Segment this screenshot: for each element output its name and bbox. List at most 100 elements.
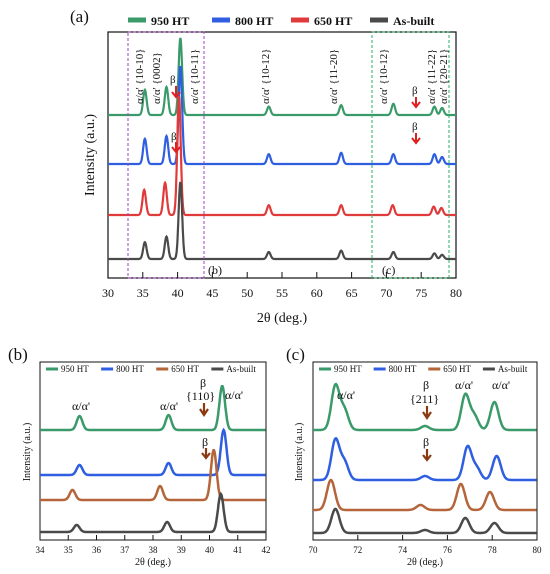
annot-c-2: α/α' [455,378,473,392]
annot-a-beta-3: β [171,131,177,143]
annotations-c: α/α' β {211} α/α' α/α' β [337,378,510,462]
x-tick-label-a: 75 [415,286,427,300]
x-axis-title-b: 2θ (deg.) [135,557,171,568]
x-tick-label: 74 [398,545,408,555]
x-tick-label: 36 [92,545,102,555]
series-c-0 [313,382,537,432]
y-axis-title-c: Intensity (a.u.) [294,423,305,482]
annot-b-110: {110} [186,389,215,403]
annot-c-beta-2: β [423,435,429,449]
series-c-1 [313,436,537,482]
x-tick-label: 37 [120,545,130,555]
annot-b-3: α/α' [225,388,243,402]
inset-box-b [127,31,205,279]
x-tick-label: 76 [443,545,453,555]
x-tick-label: 72 [353,545,362,555]
x-tick-label: 70 [309,545,319,555]
x-tick-label-a: 65 [346,286,358,300]
x-tick-label: 34 [36,545,46,555]
annot-a-0002: α/α' {0002} [151,52,163,104]
annot-a-1011: α/α' {10-11} [189,49,201,104]
panel-label-a: (a) [70,7,89,26]
x-tick-label: 39 [177,545,187,555]
annot-c-211: {211} [410,392,439,406]
annot-a-beta-2: β [412,85,418,97]
legend-label-a: 950 HT [151,14,189,28]
x-tick-label-a: 60 [311,286,323,300]
annot-a-1012b: α/α' {10-12} [378,48,390,104]
series-a-as-built [108,181,456,261]
legend-label: 650 HT [443,364,471,374]
arrow-a-4 [411,133,421,145]
annot-c-3: α/α' [492,378,510,392]
annot-b-beta-2: β [202,435,208,449]
inset-box-c [371,31,450,279]
annot-b-beta-1: β [200,376,206,390]
series-c-3 [313,507,537,535]
x-tick-label: 40 [205,545,215,555]
annotations-a: α/α' {10-10} α/α' {0002} β α/α' {10-11} … [134,48,450,154]
annot-a-2021: α/α' {20-21} [438,48,450,104]
arrow-a-3 [171,142,181,154]
arrow-b-2 [201,448,211,460]
x-tick-label: 78 [488,545,498,555]
x-tick-label: 41 [233,545,242,555]
series-b-1 [40,427,266,477]
legend-label: 950 HT [334,364,362,374]
annot-b-1: α/α' [72,399,90,413]
annot-b-2: α/α' [160,399,178,413]
annot-a-1010: α/α' {10-10} [134,48,146,104]
legend-label-a: 800 HT [235,14,273,28]
x-tick-label: 42 [262,545,271,555]
legend-label-a: As-built [393,14,434,28]
series-a-950-ht [108,37,456,117]
annotations-b: α/α' α/α' β {110} α/α' β [72,376,243,460]
arrow-b-1 [199,403,209,417]
inset-label-b: (b) [208,263,222,277]
series-b-0 [40,384,266,432]
series-a-650-ht [108,95,456,217]
x-tick-label-a: 40 [172,286,184,300]
legend-label: As-built [498,364,528,374]
x-tick-label: 35 [64,545,74,555]
series-group-c [313,382,537,535]
panel-label-b: (b) [8,345,28,364]
legend-label-a: 650 HT [314,14,352,28]
legend-a: 950 HT 800 HT 650 HT As-built [128,14,434,28]
legend-b: 950 HT 800 HT 650 HT As-built [46,364,256,374]
y-axis-title-a: Intensity (a.u.) [83,114,98,196]
annot-a-beta-1: β [170,74,176,86]
inset-label-c: (c) [382,263,395,277]
x-tick-label-a: 50 [241,286,253,300]
annot-a-1012: α/α' {10-12} [260,48,272,104]
legend-label: 800 HT [116,364,144,374]
annot-a-1122: α/α' {11-22} [426,49,438,104]
legend-label: 650 HT [171,364,199,374]
annot-c-beta-1: β [423,378,429,392]
x-tick-label-a: 80 [450,286,462,300]
annot-a-beta-4: β [412,121,418,133]
arrow-a-2 [411,97,421,109]
x-tick-label-a: 35 [137,286,149,300]
x-tick-label-a: 45 [206,286,218,300]
arrow-c-2 [422,449,432,462]
series-group-a [108,37,456,261]
x-tick-label-a: 30 [102,286,114,300]
x-tick-label-a: 55 [276,286,288,300]
x-axis-title-c: 2θ (deg.) [407,557,443,568]
series-b-3 [40,491,266,534]
x-ticks-b: 34 35 36 37 38 39 40 41 42 [36,535,271,555]
x-tick-label-a: 70 [380,286,392,300]
annot-c-1: α/α' [337,388,355,402]
x-ticks-a: 30 35 40 45 50 55 60 65 70 75 80 [102,272,462,300]
series-group-b [40,384,266,534]
series-b-2 [40,448,266,502]
x-ticks-c: 70 72 74 76 78 80 [309,535,542,555]
x-axis-title-a: 2θ (deg.) [257,311,308,326]
annot-a-1120: α/α' {11-20} [328,49,340,104]
legend-label: As-built [226,364,256,374]
legend-label: 950 HT [61,364,89,374]
arrow-a-1 [171,86,181,99]
legend-c: 950 HT 800 HT 650 HT As-built [319,364,528,374]
